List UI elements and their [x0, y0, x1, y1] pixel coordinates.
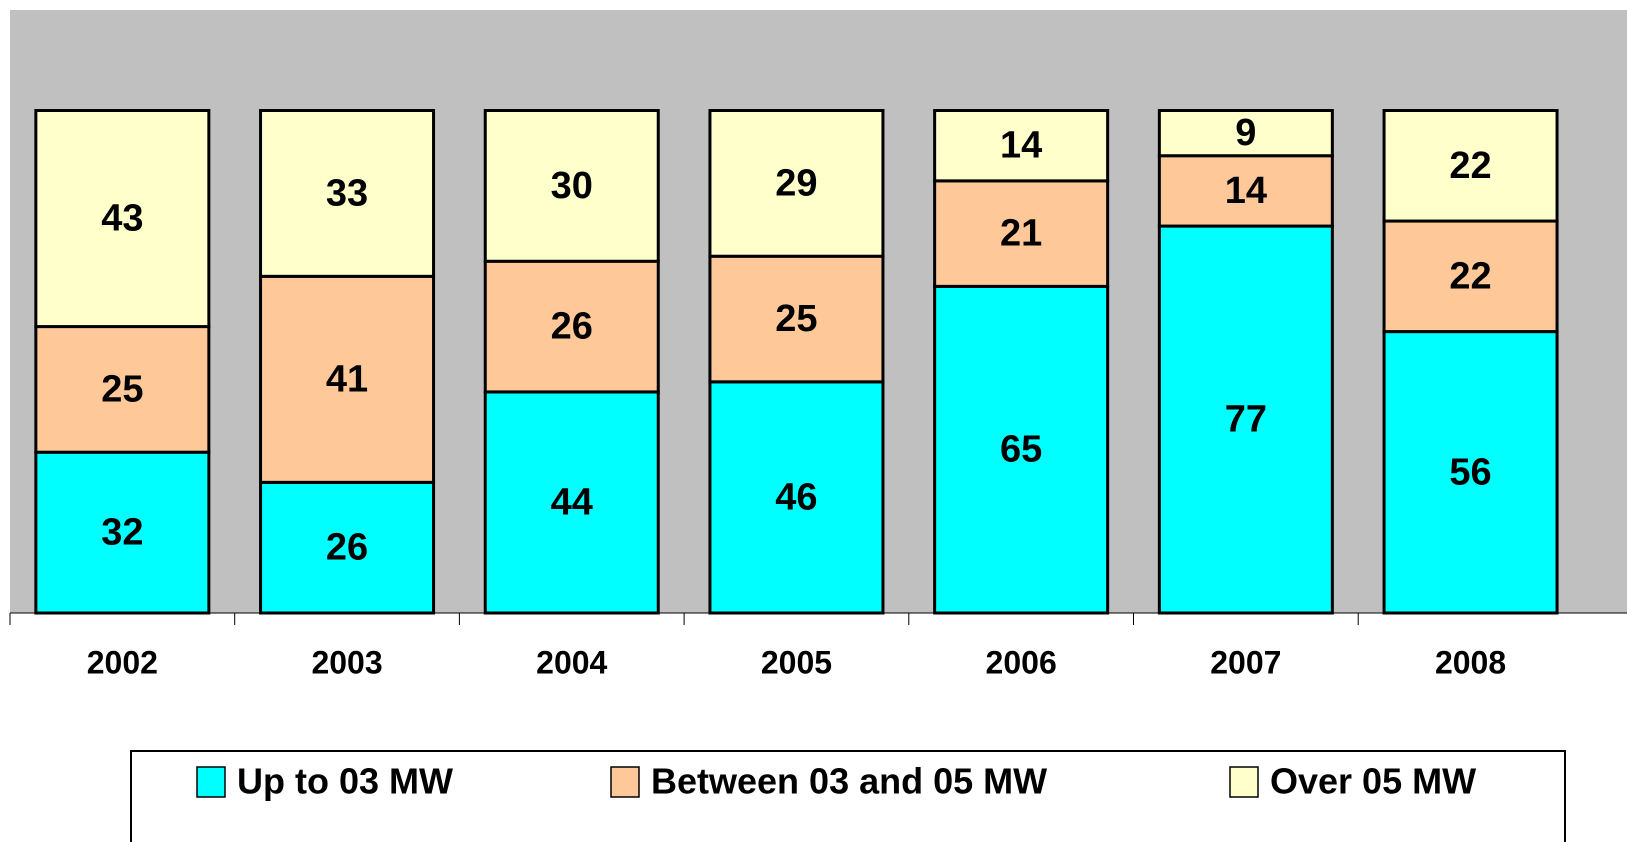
x-tick-label: 2006 [986, 644, 1057, 680]
legend-box [130, 750, 1566, 842]
data-label: 22 [1449, 145, 1491, 187]
bar-segment [34, 450, 211, 615]
data-label: 77 [1225, 399, 1267, 441]
x-tick-label: 2002 [87, 644, 158, 680]
legend-swatch [610, 766, 640, 798]
data-label: 14 [1000, 125, 1042, 167]
data-label: 32 [101, 512, 143, 554]
x-tick-label: 2008 [1435, 644, 1506, 680]
bar-segment [259, 480, 436, 615]
data-label: 26 [551, 306, 593, 348]
bar-segment [1157, 224, 1334, 615]
data-label: 41 [326, 358, 368, 400]
bar-segment [259, 274, 436, 484]
x-tick-label: 2004 [536, 644, 607, 680]
data-label: 9 [1235, 112, 1256, 154]
legend-swatch [1229, 766, 1259, 798]
legend-swatch [196, 766, 226, 798]
bar-segment [708, 109, 885, 258]
data-label: 30 [551, 165, 593, 207]
bar-segment [483, 109, 660, 263]
bar-segment [1382, 330, 1559, 615]
data-label: 25 [775, 298, 817, 340]
x-tick-label: 2007 [1210, 644, 1281, 680]
data-label: 44 [551, 481, 593, 523]
data-label: 26 [326, 527, 368, 569]
data-label: 56 [1449, 451, 1491, 493]
bar-segment [708, 254, 885, 384]
legend-label: Between 03 and 05 MW [651, 761, 1047, 802]
data-label: 46 [775, 476, 817, 518]
x-tick-label: 2005 [761, 644, 832, 680]
data-label: 33 [326, 172, 368, 214]
bar-segment [1382, 109, 1559, 223]
data-label: 65 [1000, 429, 1042, 471]
legend-label: Over 05 MW [1270, 761, 1476, 802]
bar-segment [708, 380, 885, 615]
bar-segment [1157, 109, 1334, 158]
x-tick-label: 2003 [311, 644, 382, 680]
data-label: 21 [1000, 213, 1042, 255]
bar-segment [34, 109, 211, 329]
data-label: 14 [1225, 170, 1267, 212]
bar-segment [259, 109, 436, 278]
legend-label: Up to 03 MW [237, 761, 453, 802]
data-label: 43 [101, 198, 143, 240]
bar-segment [933, 109, 1110, 183]
data-label: 22 [1449, 255, 1491, 297]
data-label: 29 [775, 162, 817, 204]
bar-segment [933, 179, 1110, 288]
bar-segment [1382, 219, 1559, 334]
data-label: 25 [101, 368, 143, 410]
bar-segment [34, 325, 211, 454]
bar-segment [1157, 154, 1334, 228]
bar-segment [933, 284, 1110, 615]
